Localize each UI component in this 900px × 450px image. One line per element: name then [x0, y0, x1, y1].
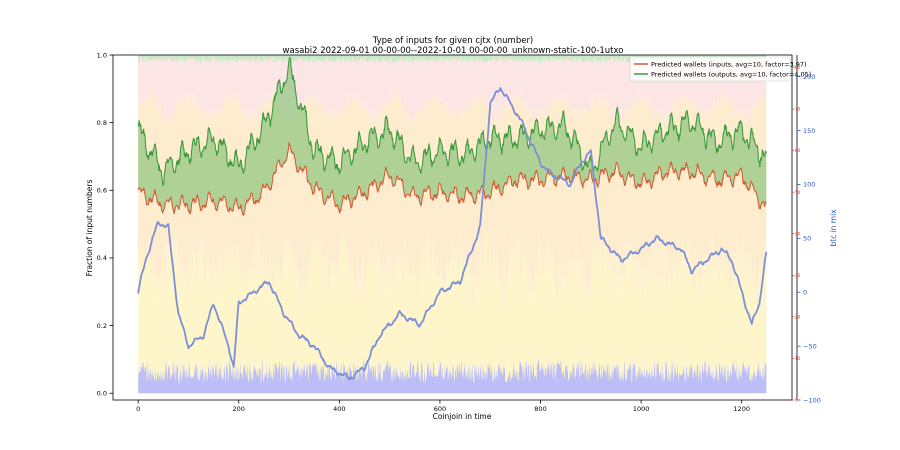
x-tick-label: 0 [136, 405, 140, 413]
series-line-outputs [137, 56, 767, 187]
x-axis-label: Coinjoin in time [433, 412, 492, 421]
y2-axis-label: btc in mix [829, 209, 838, 247]
series-line-inputs [137, 142, 767, 216]
y2-tick-label: 200 [803, 73, 815, 81]
fill-between-area [138, 57, 767, 216]
stacked-fraction-areas [138, 55, 767, 394]
chart-title: Type of inputs for given cjtx (number) [372, 36, 534, 46]
chart-subtitle: wasabi2 2022-09-01 00-00-00--2022-10-01 … [283, 46, 624, 56]
x-tick-label: 600 [434, 405, 446, 413]
x-tick-label: 1200 [733, 405, 750, 413]
y-tick-label: 0.2 [97, 322, 107, 330]
plot-frame [112, 54, 793, 401]
y3-tick-label: 50 [795, 190, 801, 195]
y2-tick-label: 0 [803, 288, 807, 296]
y-tick-label: 0.0 [97, 390, 107, 398]
y-axis-ticks: 0.0 0.2 0.4 0.6 0.8 1.0 [97, 51, 113, 398]
y2-tick-label: −100 [803, 396, 821, 404]
y-tick-label: 1.0 [97, 51, 107, 59]
y-tick-label: 0.8 [97, 119, 107, 127]
predicted-wallets-fill-between [138, 57, 767, 216]
legend-box [629, 56, 791, 82]
legend-entry-inputs: Predicted wallets (inputs, avg=10, facto… [651, 61, 807, 69]
series-lines [137, 56, 768, 381]
y-tick-label: 0.4 [97, 254, 107, 262]
plot-area [137, 55, 768, 394]
y3-tick-label: 20 [795, 314, 801, 319]
stack-bottom-area [138, 359, 767, 394]
y3-tick-label: 60 [795, 148, 801, 153]
legend-entry-outputs: Predicted wallets (outputs, avg=10, fact… [651, 71, 811, 79]
y3-tick-label: 30 [795, 273, 801, 278]
stack-cap-area [138, 55, 767, 64]
y2-tick-label: 100 [803, 181, 815, 189]
x-tick-label: 1000 [633, 405, 650, 413]
y3-tick-label: 40 [795, 231, 801, 236]
y3-tick-label: 10 [795, 356, 801, 361]
y3-tick-label: 0 [795, 398, 798, 403]
x-tick-label: 400 [333, 405, 345, 413]
legend: Predicted wallets (inputs, avg=10, facto… [629, 56, 811, 82]
y-axis-label: Fraction of input numbers [85, 180, 94, 277]
x-tick-label: 800 [534, 405, 546, 413]
x-tick-label: 200 [233, 405, 245, 413]
y2-tick-label: 50 [803, 235, 811, 243]
series-line-btc-in-mix [137, 87, 768, 381]
y2-tick-label: −50 [803, 342, 817, 350]
y2-tick-label: 150 [803, 127, 815, 135]
y3-axis-ticks: 0 10 20 30 40 50 60 70 80 [792, 65, 801, 403]
y3-tick-label: 80 [795, 65, 801, 70]
y3-tick-label: 70 [795, 107, 801, 112]
stack-low-area [138, 225, 767, 384]
y-tick-label: 0.6 [97, 187, 107, 195]
x-axis-ticks: 0 200 400 600 800 1000 1200 [136, 400, 750, 413]
